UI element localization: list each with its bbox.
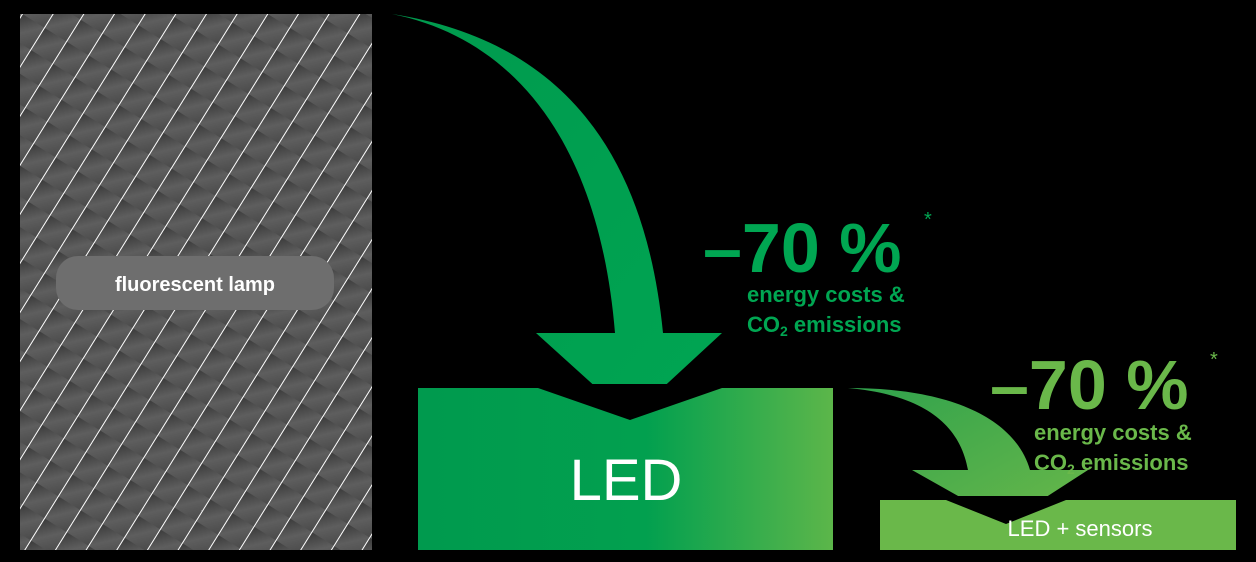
curved-arrow-down-icon [848,388,1088,523]
led-label: LED [570,448,683,513]
step1-desc-line1: energy costs & [747,282,905,307]
step1-desc-line2: CO2 emissions [747,312,902,339]
lamp-label: fluorescent lamp [115,274,275,296]
fluorescent-lamp-block: fluorescent lamp [20,14,372,550]
step2-desc-line1: energy costs & [1034,420,1192,445]
led-sensors-bar [880,500,1236,550]
curved-arrow-down-icon [392,14,722,418]
led-sensors-label: LED + sensors [1008,516,1153,541]
step2-asterisk: * [1210,349,1218,371]
step1-asterisk: * [924,209,932,231]
step2-percent: –70 % [990,346,1188,424]
led-block: LED [418,384,833,550]
led-sensors-block: LED + sensors [880,496,1236,550]
step1-percent: –70 % [703,209,901,287]
step2-desc-line2: CO2 emissions [1034,450,1189,477]
led-notch [538,384,722,420]
led-sensors-notch [946,496,1066,524]
lamp-label-pill [56,256,334,310]
step2-reduction: –70 % * energy costs & CO2 emissions [990,346,1218,477]
step1-reduction: –70 % * energy costs & CO2 emissions [703,209,932,339]
